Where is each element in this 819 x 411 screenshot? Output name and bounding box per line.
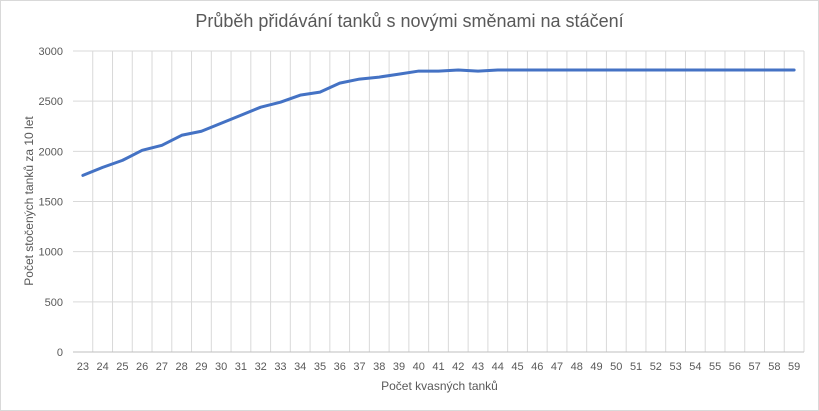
x-tick-label-3: 26: [136, 361, 148, 373]
y-tick-label-6: 3000: [39, 46, 63, 58]
x-tick-label-34: 57: [748, 361, 760, 373]
y-tick-label-4: 2000: [39, 146, 63, 158]
x-tick-label-11: 34: [294, 361, 306, 373]
x-tick-label-27: 50: [610, 361, 622, 373]
x-tick-label-5: 28: [176, 361, 188, 373]
y-tick-label-3: 1500: [39, 197, 63, 209]
x-tick-label-10: 33: [274, 361, 286, 373]
x-tick-label-6: 29: [195, 361, 207, 373]
y-tick-label-0: 0: [57, 347, 63, 359]
x-tick-label-7: 30: [215, 361, 227, 373]
y-tick-label-2: 1000: [39, 247, 63, 259]
x-tick-label-25: 48: [571, 361, 583, 373]
x-tick-label-16: 39: [393, 361, 405, 373]
x-tick-label-32: 55: [709, 361, 721, 373]
x-tick-label-17: 40: [413, 361, 425, 373]
x-tick-label-19: 42: [452, 361, 464, 373]
x-tick-label-18: 41: [432, 361, 444, 373]
x-tick-label-13: 36: [334, 361, 346, 373]
x-tick-label-24: 47: [551, 361, 563, 373]
x-tick-label-35: 58: [768, 361, 780, 373]
y-tick-label-1: 500: [45, 297, 63, 309]
x-tick-label-20: 43: [472, 361, 484, 373]
x-tick-label-8: 31: [235, 361, 247, 373]
x-tick-label-36: 59: [788, 361, 800, 373]
x-tick-label-4: 27: [156, 361, 168, 373]
x-axis-title: Počet kvasných tanků: [381, 379, 498, 393]
x-tick-label-2: 25: [116, 361, 128, 373]
x-tick-label-30: 53: [669, 361, 681, 373]
x-tick-label-28: 51: [630, 361, 642, 373]
y-axis-title: Počet stočených tanků za 10 let: [22, 116, 36, 286]
x-tick-label-14: 37: [353, 361, 365, 373]
x-tick-label-29: 52: [650, 361, 662, 373]
y-tick-label-5: 2500: [39, 96, 63, 108]
x-tick-label-23: 46: [531, 361, 543, 373]
x-tick-label-12: 35: [314, 361, 326, 373]
series-line-0: [81, 68, 796, 177]
x-tick-label-1: 24: [97, 361, 109, 373]
x-tick-label-15: 38: [373, 361, 385, 373]
x-tick-label-31: 54: [689, 361, 701, 373]
x-tick-label-22: 45: [511, 361, 523, 373]
chart-title: Průběh přidávání tanků s novými směnami …: [195, 11, 624, 31]
x-tick-label-9: 32: [255, 361, 267, 373]
x-tick-label-26: 49: [590, 361, 602, 373]
x-tick-label-21: 44: [492, 361, 504, 373]
x-tick-label-0: 23: [77, 361, 89, 373]
x-tick-label-33: 56: [729, 361, 741, 373]
